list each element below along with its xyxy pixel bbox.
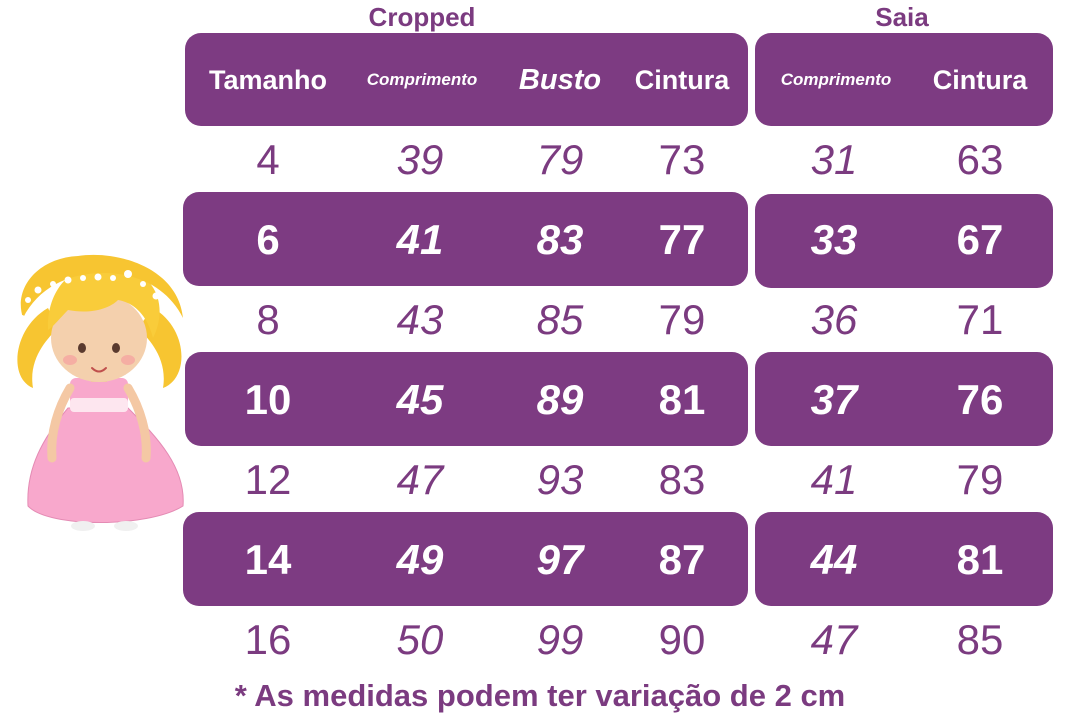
cell-comprimento-saia: 33: [810, 216, 858, 263]
cell-comprimento-cropped: 47: [396, 456, 444, 503]
cell-busto: 89: [536, 376, 584, 423]
cell-busto: 83: [536, 216, 584, 263]
hair-back-right: [138, 308, 182, 388]
cell-tamanho: 8: [256, 296, 280, 343]
cell-comprimento-saia: 37: [810, 376, 858, 423]
cell-comprimento-cropped: 39: [396, 136, 444, 183]
row-band-saia: [755, 194, 1053, 288]
cell-comprimento-saia: 31: [810, 136, 858, 183]
header-cintura-cropped: Cintura: [634, 64, 730, 95]
cell-comprimento-cropped: 43: [396, 296, 444, 343]
flower-crown: [19, 270, 171, 321]
header-comprimento-saia: Comprimento: [780, 70, 892, 89]
row-band-saia: [755, 352, 1053, 446]
cell-cintura-saia: 79: [956, 456, 1004, 503]
footer-note: * As medidas podem ter variação de 2 cm: [234, 678, 846, 713]
cell-cintura-cropped: 73: [658, 136, 706, 183]
cell-cintura-cropped: 90: [658, 616, 706, 663]
cell-tamanho: 14: [244, 536, 292, 583]
header-tamanho: Tamanho: [208, 64, 327, 95]
group-title-cropped: Cropped: [368, 2, 476, 32]
cell-comprimento-cropped: 50: [396, 616, 444, 663]
hair-back: [17, 308, 59, 388]
cell-cintura-cropped: 87: [658, 536, 706, 583]
cell-busto: 79: [536, 136, 584, 183]
cell-comprimento-saia: 36: [810, 296, 858, 343]
cell-comprimento-saia: 47: [810, 616, 858, 663]
header-pill-saia: [755, 33, 1053, 126]
cell-cintura-cropped: 81: [658, 376, 706, 423]
header-comprimento-cropped: Comprimento: [366, 70, 478, 89]
cell-comprimento-cropped: 45: [396, 376, 444, 423]
cell-comprimento-saia: 44: [810, 536, 858, 583]
arm-left: [47, 383, 75, 463]
dress-sash: [70, 398, 128, 412]
cell-cintura-cropped: 77: [658, 216, 706, 263]
row-band-saia: [755, 512, 1053, 606]
cell-cintura-saia: 71: [956, 296, 1004, 343]
girl-illustration: [17, 254, 184, 531]
cell-cintura-saia: 81: [956, 536, 1004, 583]
cell-tamanho: 4: [256, 136, 280, 183]
cell-busto: 85: [536, 296, 584, 343]
cell-cintura-saia: 76: [956, 376, 1004, 423]
header-pill-cropped: [185, 33, 748, 126]
header-cintura-saia: Cintura: [932, 64, 1028, 95]
row-band-cropped: [185, 352, 748, 446]
row-band-cropped: [183, 192, 748, 286]
cell-cintura-cropped: 79: [658, 296, 706, 343]
cell-tamanho: 10: [244, 376, 292, 423]
cell-cintura-saia: 67: [956, 216, 1004, 263]
header-busto: Busto: [518, 63, 602, 96]
group-title-saia: Saia: [875, 2, 929, 32]
cell-busto: 99: [536, 616, 584, 663]
cell-tamanho: 6: [256, 216, 280, 263]
arm-right: [123, 383, 151, 463]
cell-busto: 93: [536, 456, 584, 503]
row-band-cropped: [183, 512, 748, 606]
hair-front: [47, 263, 160, 338]
cell-cintura-saia: 63: [956, 136, 1004, 183]
cell-busto: 97: [536, 536, 584, 583]
cell-comprimento-cropped: 49: [396, 536, 444, 583]
cell-cintura-saia: 85: [956, 616, 1004, 663]
cell-comprimento-saia: 41: [810, 456, 858, 503]
cell-tamanho: 16: [244, 616, 292, 663]
cell-comprimento-cropped: 41: [396, 216, 444, 263]
cell-cintura-cropped: 83: [658, 456, 706, 503]
cell-tamanho: 12: [244, 456, 292, 503]
